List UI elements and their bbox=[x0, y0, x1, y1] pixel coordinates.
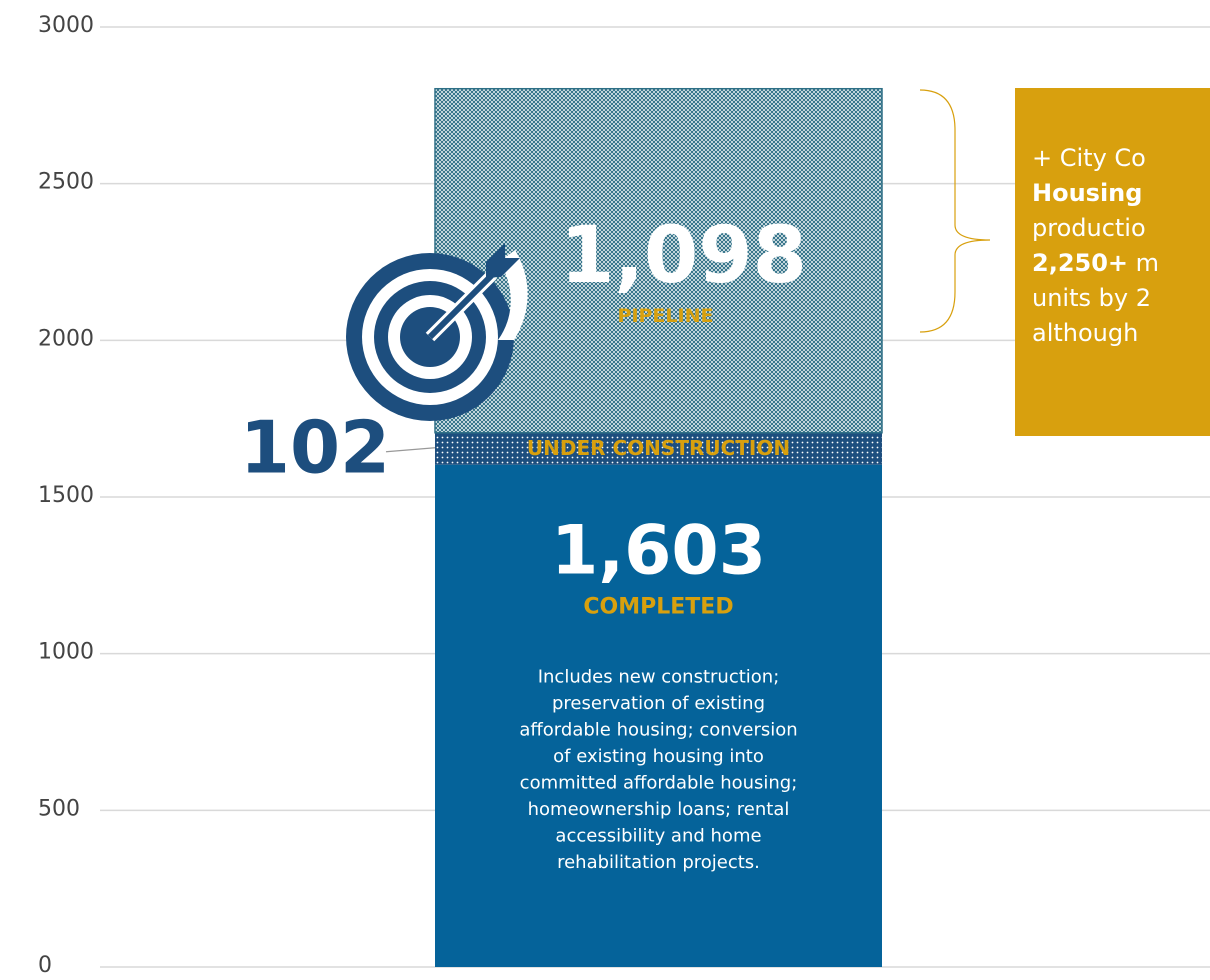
y-tick-label: 3000 bbox=[38, 13, 94, 38]
annotation-line: Housing bbox=[1032, 179, 1142, 207]
annotation-text: + City Co bbox=[1032, 144, 1146, 172]
y-tick-label: 500 bbox=[38, 796, 80, 821]
annotation-box bbox=[1015, 88, 1210, 436]
bar-segment bbox=[435, 464, 882, 967]
description-line: affordable housing; conversion bbox=[519, 720, 797, 741]
value-label: 1,098 bbox=[560, 211, 807, 301]
annotation-line: productio bbox=[1032, 214, 1146, 242]
bars bbox=[434, 87, 883, 967]
annotation-line: 2,250+ m bbox=[1032, 249, 1159, 277]
description-line: of existing housing into bbox=[553, 746, 764, 767]
brace bbox=[919, 89, 991, 333]
series-label: UNDER CONSTRUCTION bbox=[527, 436, 790, 460]
annotation-text: Housing bbox=[1032, 179, 1142, 207]
y-tick-label: 2500 bbox=[38, 170, 94, 195]
annotation-line: + City Co bbox=[1032, 144, 1146, 172]
leader-line bbox=[385, 447, 436, 453]
description-line: homeownership loans; rental bbox=[528, 799, 790, 820]
annotation-line: units by 2 bbox=[1032, 284, 1151, 312]
description-line: preservation of existing bbox=[552, 693, 765, 714]
annotation-text: m bbox=[1128, 249, 1159, 277]
series-label: COMPLETED bbox=[583, 595, 733, 620]
bar-segment bbox=[435, 432, 882, 465]
annotation-line: although bbox=[1032, 319, 1138, 347]
y-tick-label: 0 bbox=[38, 953, 52, 978]
annotation-text: units by 2 bbox=[1032, 284, 1151, 312]
annotation-text: 2,250+ bbox=[1032, 249, 1128, 277]
value-label: 1,603 bbox=[551, 511, 766, 590]
y-tick-label: 1500 bbox=[38, 483, 94, 508]
description-line: rehabilitation projects. bbox=[557, 852, 760, 873]
annotation-text: productio bbox=[1032, 214, 1146, 242]
description-line: Includes new construction; bbox=[538, 667, 780, 688]
labels: 1,603 COMPLETED Includes new construction;… bbox=[240, 88, 1210, 873]
y-tick-label: 1000 bbox=[38, 640, 94, 665]
target-icon bbox=[346, 243, 528, 421]
series-label: PIPELINE bbox=[618, 305, 714, 327]
description-line: committed affordable housing; bbox=[520, 773, 798, 794]
y-tick-label: 2000 bbox=[38, 326, 94, 351]
value-label: 102 bbox=[240, 405, 390, 489]
annotation-text: although bbox=[1032, 319, 1138, 347]
description-line: accessibility and home bbox=[555, 826, 761, 847]
